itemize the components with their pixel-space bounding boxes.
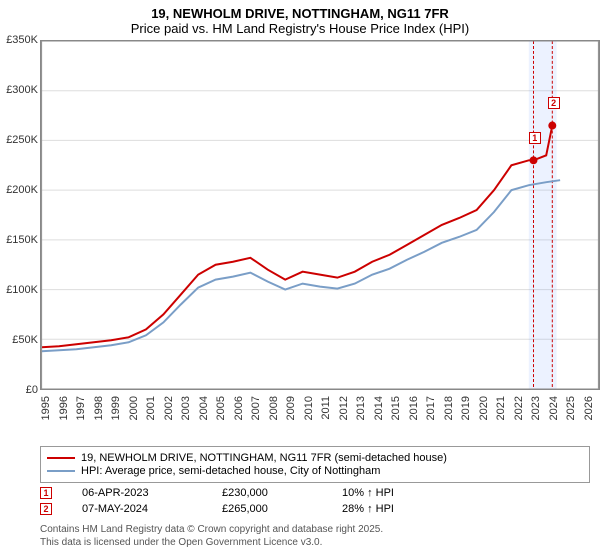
chart-title-block: 19, NEWHOLM DRIVE, NOTTINGHAM, NG11 7FR … (0, 0, 600, 40)
y-axis-label: £50K (12, 334, 38, 346)
x-axis-label: 2021 (495, 396, 507, 420)
y-axis-label: £200K (6, 184, 38, 196)
sale-price: £230,000 (222, 487, 312, 499)
x-axis-label: 2023 (530, 396, 542, 420)
y-axis-label: £300K (6, 84, 38, 96)
y-axis-label: £100K (6, 284, 38, 296)
x-axis-label: 1999 (110, 396, 122, 420)
sale-marker-2: 2 (548, 97, 560, 109)
x-axis-label: 2016 (408, 396, 420, 420)
x-axis-label: 2022 (513, 396, 525, 420)
legend-box: 19, NEWHOLM DRIVE, NOTTINGHAM, NG11 7FR … (40, 446, 590, 483)
footer-line1: Contains HM Land Registry data © Crown c… (40, 523, 600, 536)
sale-date: 06-APR-2023 (82, 487, 192, 499)
sales-row: 1 06-APR-2023 £230,000 10% ↑ HPI (40, 487, 600, 499)
x-axis-label: 1997 (75, 396, 87, 420)
chart-area: £0£50K£100K£150K£200K£250K£300K£350K1995… (40, 40, 600, 390)
x-axis-label: 2007 (250, 396, 262, 420)
sale-price: £265,000 (222, 503, 312, 515)
legend-swatch (47, 470, 75, 472)
x-axis-label: 2011 (320, 396, 332, 420)
footer-attribution: Contains HM Land Registry data © Crown c… (40, 523, 600, 549)
legend-row: HPI: Average price, semi-detached house,… (47, 465, 583, 477)
x-axis-label: 2012 (338, 396, 350, 420)
x-axis-label: 2018 (443, 396, 455, 420)
x-axis-label: 2014 (373, 396, 385, 420)
sale-id-badge: 1 (40, 487, 52, 499)
legend-swatch (47, 457, 75, 459)
legend-label: 19, NEWHOLM DRIVE, NOTTINGHAM, NG11 7FR … (81, 452, 447, 464)
sale-marker-1: 1 (529, 132, 541, 144)
sale-delta: 28% ↑ HPI (342, 503, 394, 515)
x-axis-label: 2024 (548, 396, 560, 420)
x-axis-label: 2026 (583, 396, 595, 420)
sales-table: 1 06-APR-2023 £230,000 10% ↑ HPI 2 07-MA… (0, 487, 600, 515)
x-axis-label: 2009 (285, 396, 297, 420)
chart-svg (40, 40, 600, 390)
title-line1: 19, NEWHOLM DRIVE, NOTTINGHAM, NG11 7FR (0, 6, 600, 21)
x-axis-label: 2004 (198, 396, 210, 420)
x-axis-label: 1995 (40, 396, 52, 420)
legend-row: 19, NEWHOLM DRIVE, NOTTINGHAM, NG11 7FR … (47, 452, 583, 464)
y-axis-label: £350K (6, 34, 38, 46)
x-axis-label: 2000 (128, 396, 140, 420)
title-line2: Price paid vs. HM Land Registry's House … (0, 21, 600, 36)
y-axis-label: £0 (26, 384, 38, 396)
x-axis-label: 2006 (233, 396, 245, 420)
sale-delta: 10% ↑ HPI (342, 487, 394, 499)
x-axis-label: 2001 (145, 396, 157, 420)
legend-label: HPI: Average price, semi-detached house,… (81, 465, 380, 477)
y-axis-label: £250K (6, 134, 38, 146)
x-axis-label: 1996 (58, 396, 70, 420)
x-axis-label: 2008 (268, 396, 280, 420)
x-axis-label: 2017 (425, 396, 437, 420)
x-axis-label: 2013 (355, 396, 367, 420)
x-axis-label: 2002 (163, 396, 175, 420)
sale-date: 07-MAY-2024 (82, 503, 192, 515)
sales-row: 2 07-MAY-2024 £265,000 28% ↑ HPI (40, 503, 600, 515)
x-axis-label: 2005 (215, 396, 227, 420)
footer-line2: This data is licensed under the Open Gov… (40, 536, 600, 549)
x-axis-label: 2020 (478, 396, 490, 420)
x-axis-label: 2010 (303, 396, 315, 420)
x-axis-label: 2019 (460, 396, 472, 420)
sale-id-badge: 2 (40, 503, 52, 515)
x-axis-label: 2003 (180, 396, 192, 420)
y-axis-label: £150K (6, 234, 38, 246)
x-axis-label: 2025 (565, 396, 577, 420)
x-axis-label: 1998 (93, 396, 105, 420)
x-axis-label: 2015 (390, 396, 402, 420)
